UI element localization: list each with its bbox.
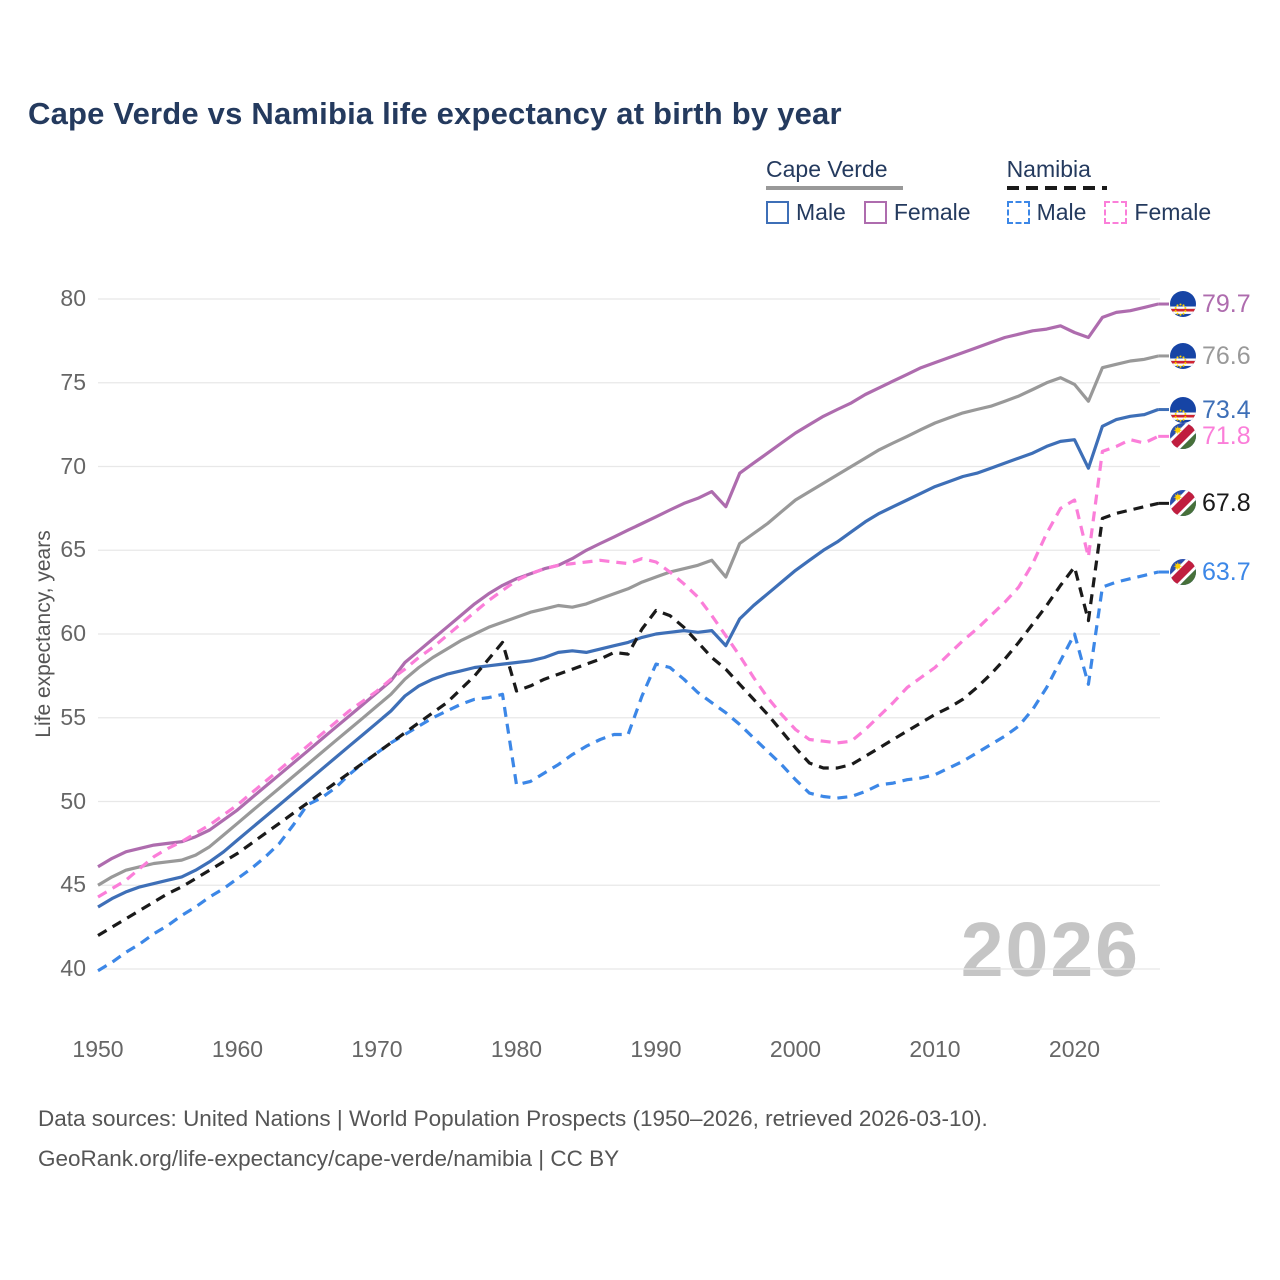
end-label-namibia-female: 71.8 (1170, 421, 1251, 451)
series-line-namibia-female (97, 434, 1159, 899)
end-value-namibia-both-sexes: 67.8 (1202, 489, 1251, 518)
legend-group-namibia: Namibia Male Female (1006, 156, 1211, 226)
legend-label-cape-verde-female: Female (893, 199, 971, 225)
end-label-cape-verde-female: 79.7 (1170, 289, 1251, 319)
legend-checkbox-cape-verde-female (863, 201, 887, 224)
series-line-namibia-male (97, 570, 1159, 973)
cape-verde-flag-icon (1170, 396, 1196, 423)
end-value-cape-verde-both-sexes: 76.6 (1202, 341, 1251, 370)
legend-group-cape-verde: Cape Verde Male Female (766, 156, 971, 226)
x-axis-tick-1990: 1990 (630, 1036, 682, 1062)
y-axis-tick-55: 55 (60, 703, 86, 730)
legend-checkbox-namibia-male (1006, 201, 1030, 224)
legend-item-cape-verde-male[interactable]: Male (766, 199, 846, 226)
legend-label-namibia-female: Female (1134, 199, 1212, 225)
y-axis-tick-70: 70 (60, 452, 86, 479)
y-axis-tick-45: 45 (60, 871, 86, 898)
legend-checkbox-cape-verde-male (766, 201, 789, 224)
end-label-cape-verde-both-sexes: 76.6 (1170, 341, 1251, 371)
cape-verde-flag-icon (1170, 291, 1196, 318)
x-axis-tick-2000: 2000 (769, 1036, 822, 1062)
series-line-namibia-both-sexes (97, 501, 1159, 937)
end-label-cape-verde-male: 73.4 (1170, 395, 1251, 425)
legend-line-sample-namibia (1006, 186, 1107, 190)
legend-group-title-namibia: Namibia (1006, 156, 1091, 182)
namibia-flag-icon (1170, 490, 1196, 517)
y-axis-tick-50: 50 (60, 787, 86, 814)
series-line-cape-verde-male (97, 407, 1159, 909)
x-axis-tick-2020: 2020 (1048, 1036, 1101, 1062)
legend-label-cape-verde-male: Male (796, 199, 846, 225)
legend-item-cape-verde-female[interactable]: Female (863, 199, 971, 226)
legend-item-namibia-male[interactable]: Male (1006, 199, 1087, 226)
end-label-namibia-both-sexes: 67.8 (1170, 488, 1251, 518)
end-value-namibia-male: 63.7 (1202, 558, 1251, 587)
x-axis-tick-2010: 2010 (909, 1036, 961, 1062)
x-axis-tick-1970: 1970 (351, 1036, 403, 1062)
namibia-flag-icon (1170, 423, 1196, 450)
series-line-cape-verde-female (97, 302, 1159, 869)
y-axis-tick-80: 80 (60, 285, 86, 311)
legend-line-sample-cape-verde (766, 186, 904, 190)
end-value-namibia-female: 71.8 (1202, 422, 1251, 451)
footer-datasources: Data sources: United Nations | World Pop… (38, 1106, 988, 1131)
y-axis-tick-65: 65 (60, 536, 86, 563)
y-axis-tick-75: 75 (60, 368, 86, 395)
x-axis-tick-1980: 1980 (490, 1036, 543, 1062)
series-line-cape-verde-both-sexes (97, 354, 1159, 887)
cape-verde-flag-icon (1170, 342, 1196, 369)
footer-url: GeoRank.org/life-expectancy/cape-verde/n… (38, 1146, 620, 1171)
chart-title: Cape Verde vs Namibia life expectancy at… (28, 96, 842, 131)
legend: Cape Verde Male Female Namibia Male Female (766, 156, 1211, 226)
y-axis-tick-40: 40 (60, 955, 86, 981)
legend-checkbox-namibia-female (1104, 201, 1128, 224)
y-axis-tick-60: 60 (60, 620, 86, 646)
watermark-year: 2026 (960, 907, 1140, 993)
legend-group-title-cape-verde: Cape Verde (766, 156, 888, 182)
x-axis-tick-1960: 1960 (211, 1036, 264, 1062)
legend-item-namibia-female[interactable]: Female (1104, 199, 1211, 226)
x-axis-tick-1950: 1950 (72, 1036, 124, 1062)
end-value-cape-verde-male: 73.4 (1202, 395, 1251, 424)
namibia-flag-icon (1170, 559, 1196, 586)
legend-label-namibia-male: Male (1036, 199, 1087, 225)
end-value-cape-verde-female: 79.7 (1202, 290, 1251, 319)
end-label-namibia-male: 63.7 (1170, 557, 1251, 587)
